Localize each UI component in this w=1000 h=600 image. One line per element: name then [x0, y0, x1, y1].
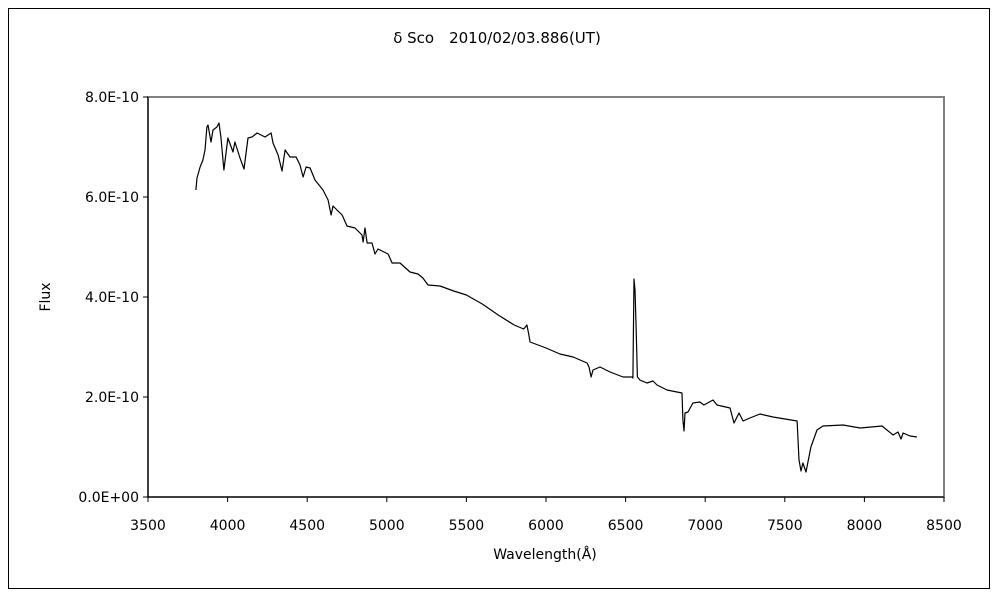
x-tick-label: 4500 [289, 518, 325, 534]
x-tick-label: 8500 [926, 518, 962, 534]
chart-title: δ Sco 2010/02/03.886(UT) [393, 29, 601, 47]
y-tick-label: 2.0E-10 [85, 390, 139, 406]
y-tick-label: 4.0E-10 [85, 290, 139, 306]
x-tick-label: 6000 [528, 518, 564, 534]
x-axis-label: Wavelength(Å) [493, 546, 597, 563]
x-tick-label: 4000 [210, 518, 246, 534]
y-tick-label: 8.0E-10 [85, 90, 139, 106]
x-tick-label: 3500 [130, 518, 166, 534]
x-tick-label: 7500 [767, 518, 803, 534]
x-tick-label: 6500 [608, 518, 644, 534]
x-tick-label: 7000 [687, 518, 723, 534]
x-tick-label: 8000 [847, 518, 883, 534]
x-tick-label: 5500 [449, 518, 485, 534]
spectrum-line [195, 122, 917, 473]
x-tick-label: 5000 [369, 518, 405, 534]
y-axis-label: Flux [38, 282, 54, 311]
y-tick-label: 6.0E-10 [85, 190, 139, 206]
plot-area [147, 96, 945, 498]
chart-frame [8, 8, 990, 589]
y-tick-label: 0.0E+00 [78, 490, 139, 506]
